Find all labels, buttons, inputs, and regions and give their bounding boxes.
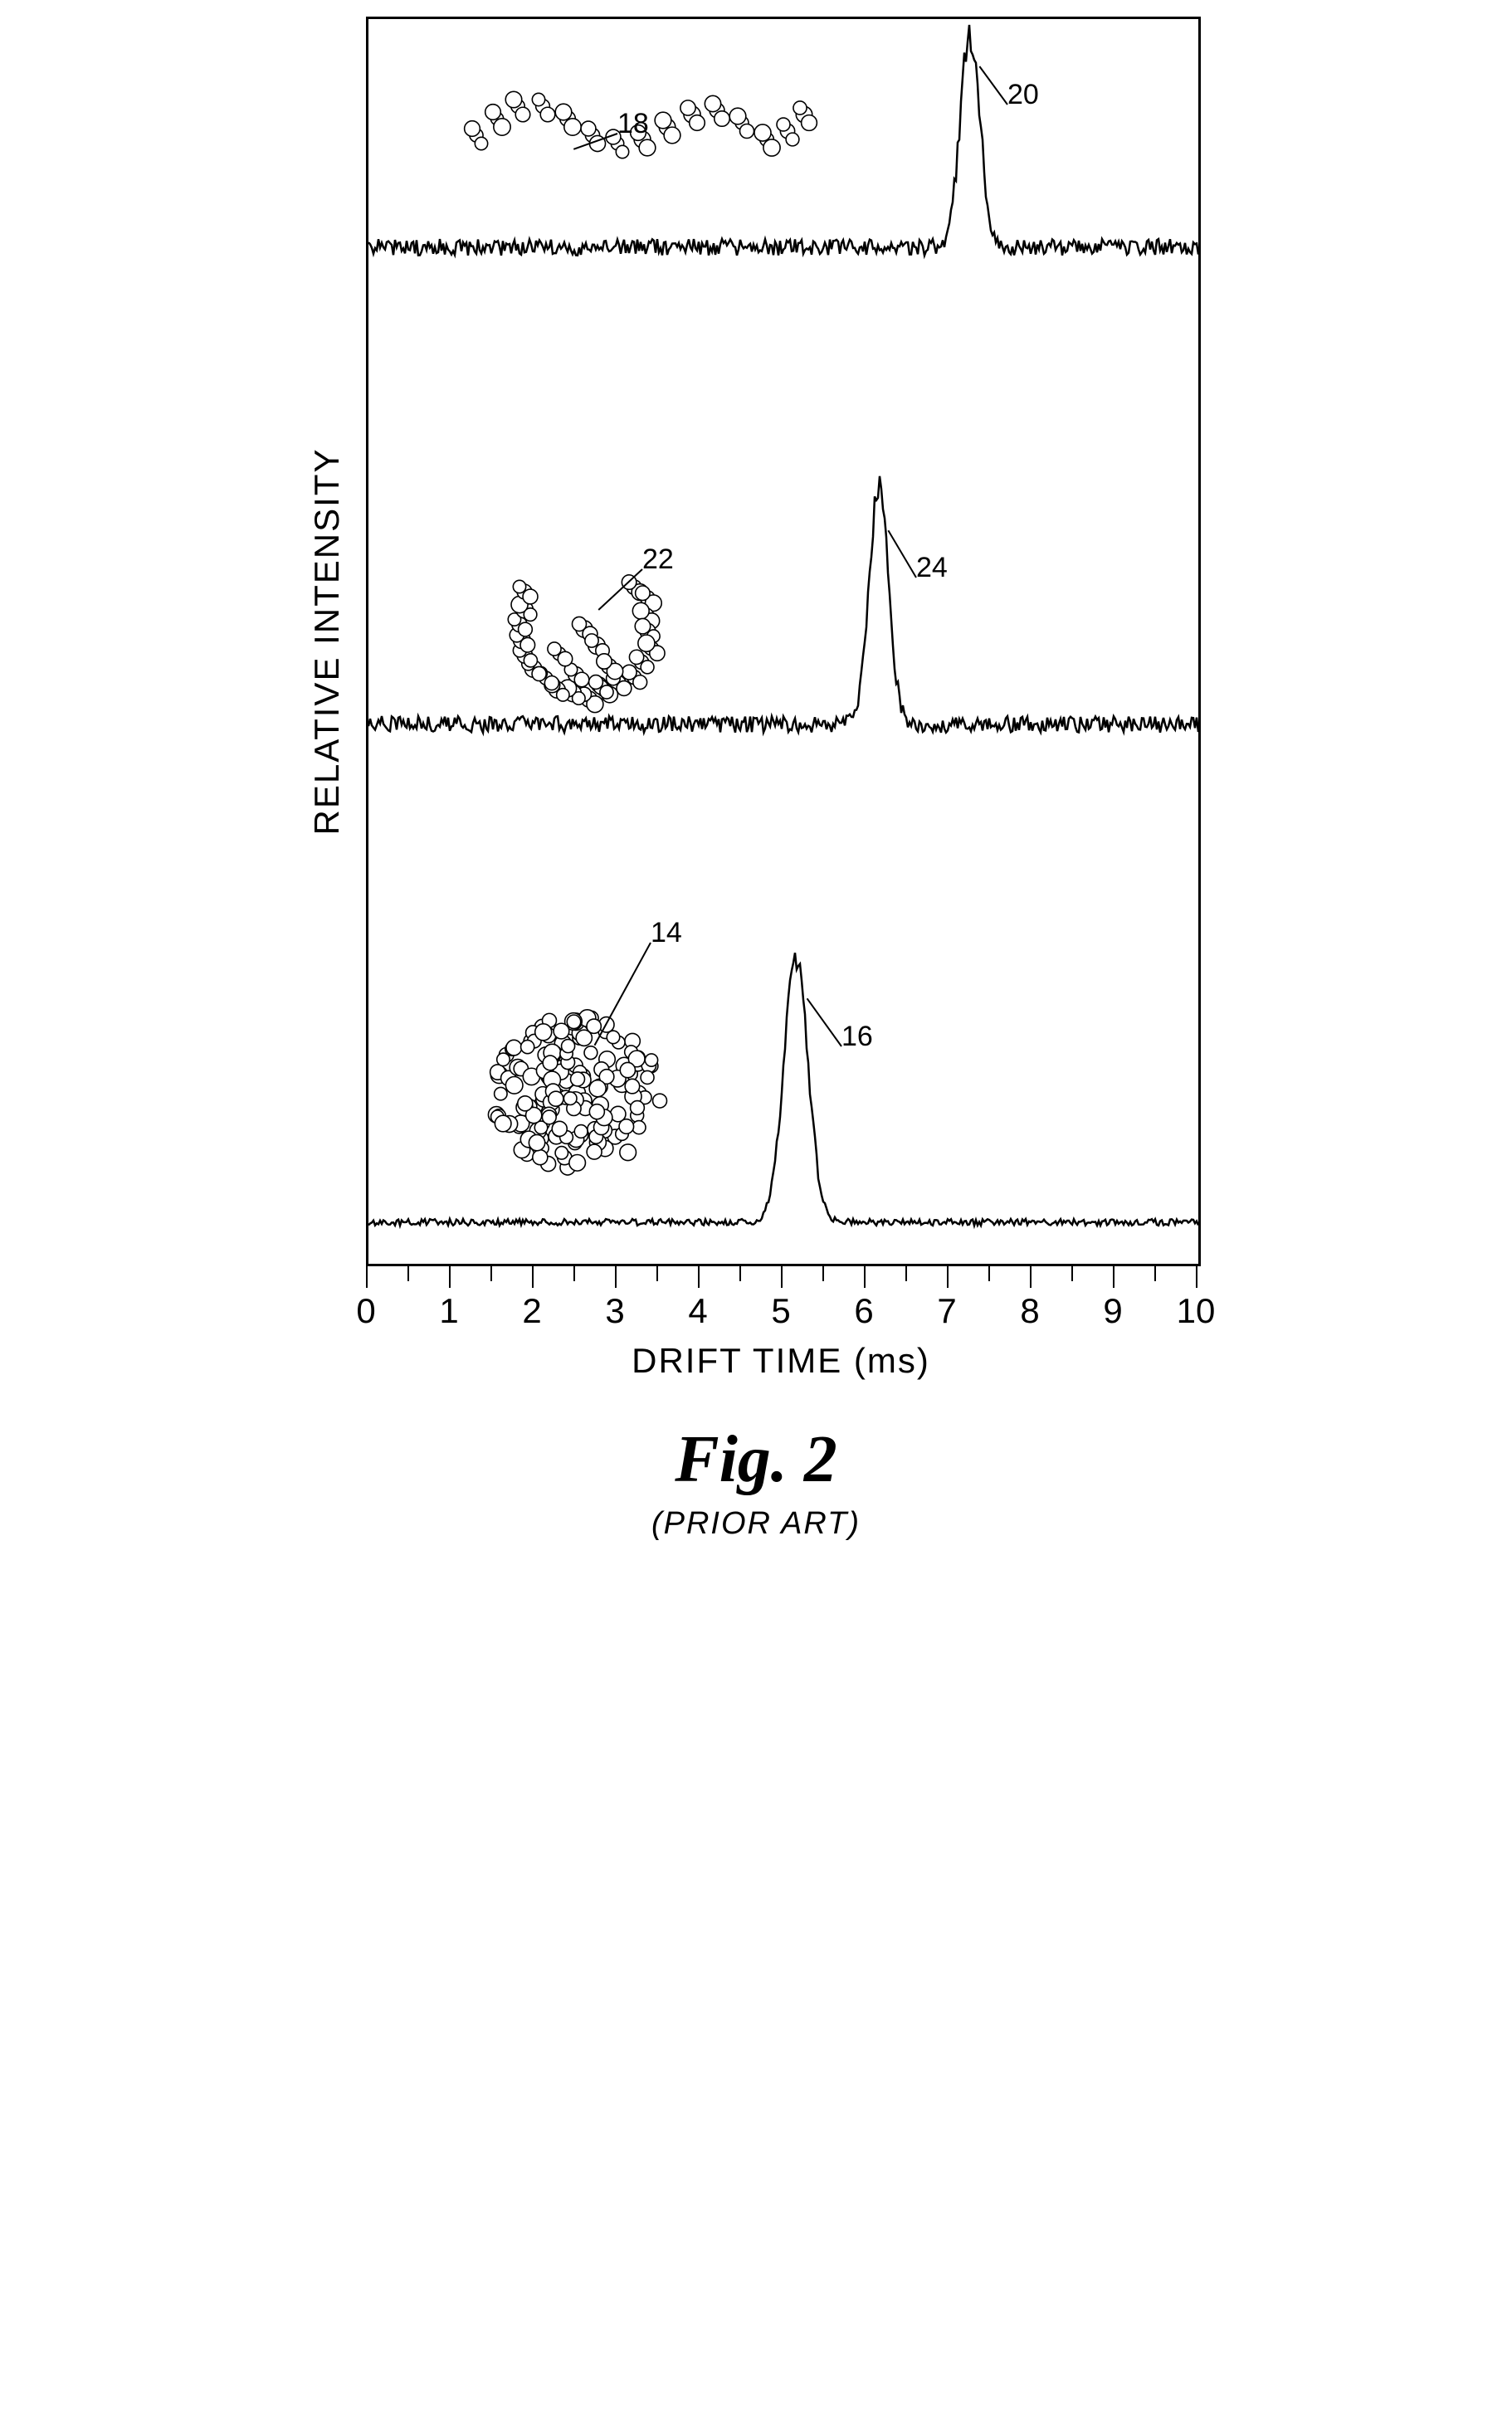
x-minor-tick	[1071, 1266, 1073, 1281]
x-minor-tick	[739, 1266, 741, 1281]
x-axis-label: DRIFT TIME (ms)	[366, 1341, 1196, 1381]
figure-number: Fig. 2	[300, 1422, 1212, 1498]
x-tick	[532, 1266, 534, 1288]
ref-18: 18	[617, 108, 649, 140]
x-tick-label: 10	[1177, 1291, 1216, 1331]
x-tick	[366, 1266, 368, 1288]
prior-art-label: (PRIOR ART)	[300, 1506, 1212, 1542]
x-tick-label: 4	[688, 1291, 707, 1331]
x-axis: 012345678910 DRIFT TIME (ms)	[366, 1266, 1196, 1381]
x-tick-label: 9	[1103, 1291, 1122, 1331]
panel-middle: 22 24	[368, 434, 1198, 849]
x-tick-label: 2	[522, 1291, 541, 1331]
x-minor-tick	[573, 1266, 575, 1281]
x-tick-label: 5	[771, 1291, 790, 1331]
molecule-compact	[468, 986, 684, 1206]
x-minor-tick	[490, 1266, 492, 1281]
ref-22: 22	[642, 544, 674, 576]
x-tick-label: 0	[356, 1291, 375, 1331]
x-tick	[449, 1266, 451, 1288]
x-minor-tick	[656, 1266, 658, 1281]
x-tick	[781, 1266, 783, 1288]
panel-bottom: 14 16	[368, 849, 1198, 1264]
ref-20: 20	[1007, 79, 1039, 111]
ref-16: 16	[841, 1021, 873, 1053]
x-axis-tick-labels: 012345678910	[366, 1291, 1196, 1333]
figure-container: RELATIVE INTENSITY 1820 2224 1416 012345…	[300, 17, 1212, 1542]
x-tick	[1196, 1266, 1197, 1288]
x-minor-tick	[1154, 1266, 1156, 1281]
y-axis-label: RELATIVE INTENSITY	[307, 448, 347, 836]
x-tick-label: 8	[1020, 1291, 1039, 1331]
x-tick	[615, 1266, 617, 1288]
x-minor-tick	[407, 1266, 409, 1281]
figure-caption: Fig. 2 (PRIOR ART)	[300, 1422, 1212, 1542]
x-minor-tick	[905, 1266, 907, 1281]
x-axis-ticks	[366, 1266, 1196, 1291]
x-tick	[1113, 1266, 1114, 1288]
x-minor-tick	[822, 1266, 824, 1281]
x-minor-tick	[988, 1266, 990, 1281]
ref-24: 24	[916, 552, 948, 584]
x-tick	[1030, 1266, 1032, 1288]
x-tick	[864, 1266, 866, 1288]
x-tick-label: 1	[439, 1291, 458, 1331]
plot-box: RELATIVE INTENSITY 1820 2224 1416	[366, 17, 1201, 1266]
x-tick-label: 7	[937, 1291, 956, 1331]
x-tick	[698, 1266, 700, 1288]
x-tick	[947, 1266, 949, 1288]
panel-top: 1820	[368, 19, 1198, 434]
x-tick-label: 3	[605, 1291, 624, 1331]
x-tick-label: 6	[854, 1291, 873, 1331]
ref-14: 14	[651, 917, 682, 949]
